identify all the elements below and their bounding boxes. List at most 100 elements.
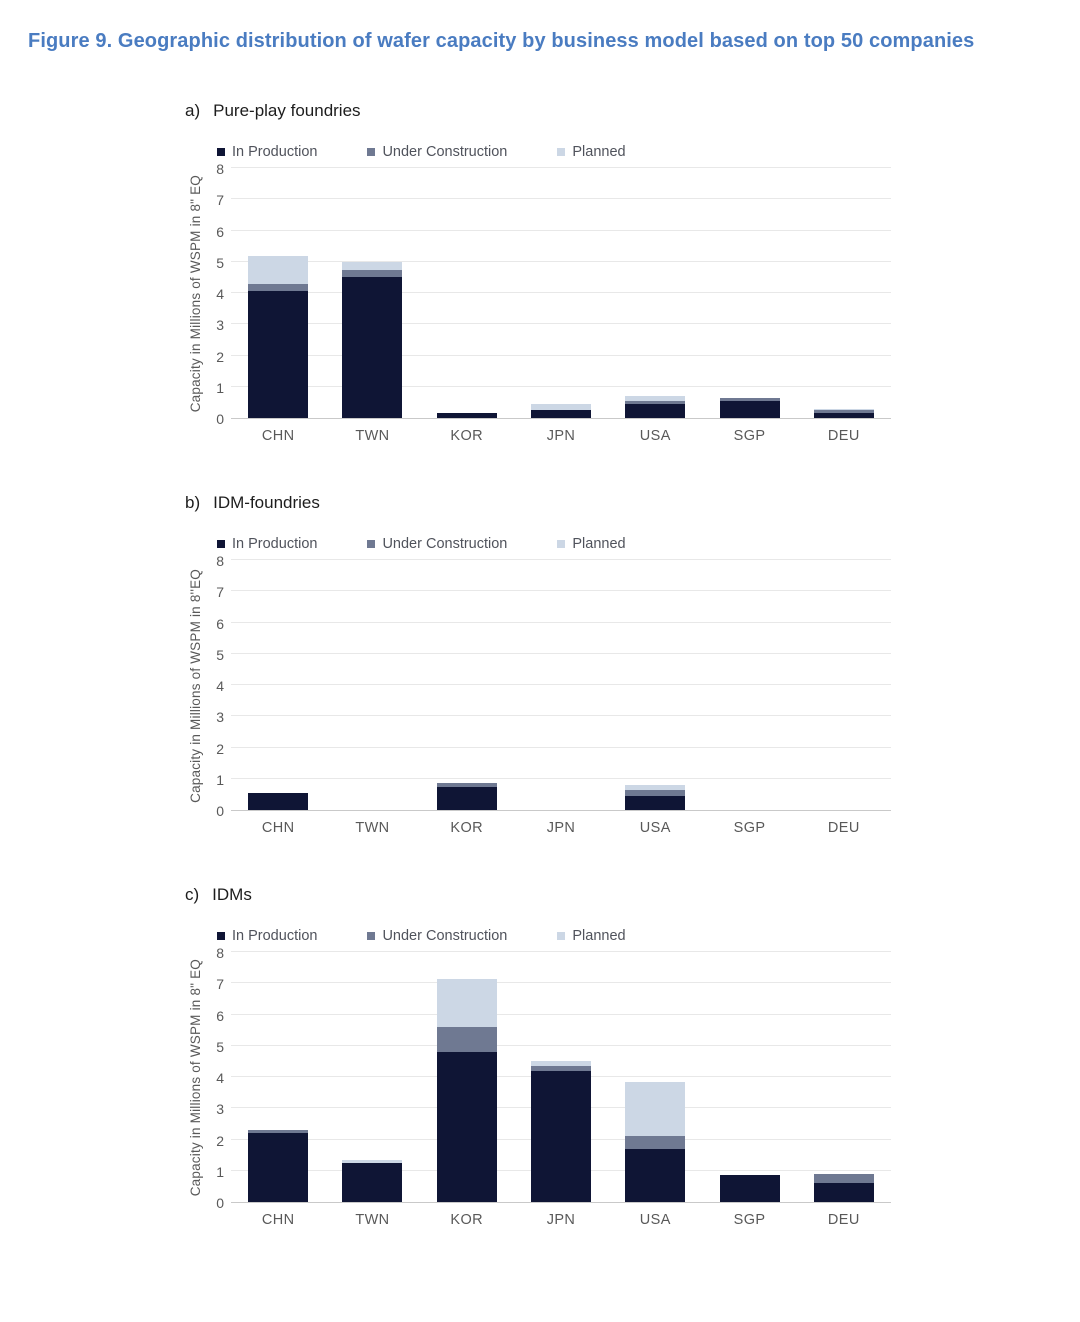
y-axis-ticks: 0 1 2 3 4 5 6 7 8 — [205, 945, 231, 1211]
x-category-label: USA — [639, 820, 671, 836]
gridline — [231, 385, 891, 387]
bar-segment-under-construction — [719, 397, 780, 401]
x-category-label: KOR — [450, 820, 484, 836]
y-axis-label-box: Capacity in Millions of WSPM in 8" EQ — [185, 953, 205, 1203]
bar-sgp — [719, 397, 780, 418]
plot — [231, 951, 891, 1203]
bar-segment-under-construction — [342, 269, 403, 278]
legend-label: In Production — [232, 536, 318, 552]
chart-subtitle: a) Pure-play foundries — [185, 101, 901, 121]
gridline — [231, 354, 891, 356]
bar-segment-in-production — [342, 1162, 403, 1202]
y-tick-label: 4 — [216, 286, 224, 302]
y-tick-label: 8 — [216, 945, 224, 961]
y-tick-label: 6 — [216, 223, 224, 240]
bar-usa — [625, 1081, 686, 1202]
gridline — [231, 323, 891, 325]
gridline — [231, 229, 891, 231]
bar-chn — [248, 1130, 309, 1202]
x-category-label: TWN — [355, 1212, 390, 1228]
x-category-label: USA — [639, 1212, 671, 1228]
legend-swatch-icon — [367, 540, 376, 548]
bar-deu — [813, 408, 874, 418]
legend: In Production Under Construction Planned — [217, 928, 901, 944]
bar-segment-in-production — [248, 792, 309, 810]
bar-kor — [436, 413, 497, 418]
y-tick-label: 2 — [216, 1132, 224, 1149]
gridline — [231, 1013, 891, 1015]
legend-label: Planned — [572, 928, 626, 944]
bar-usa — [625, 396, 686, 418]
bar-segment-in-production — [248, 1133, 309, 1202]
y-tick-label: 7 — [216, 192, 224, 209]
chart-title: IDMs — [212, 885, 252, 904]
x-category-label: SGP — [733, 1212, 766, 1228]
gridline — [231, 260, 891, 262]
y-tick-label: 2 — [216, 348, 224, 365]
gridline — [231, 198, 891, 200]
chart-subtitle: c) IDMs — [185, 885, 901, 905]
plot-area: Capacity in Millions of WSPM in 8" EQ 0 1… — [185, 945, 901, 1233]
bar-jpn — [531, 1061, 591, 1202]
y-axis-ticks: 0 1 2 3 4 5 6 7 8 — [205, 553, 231, 819]
bar-kor — [436, 783, 497, 810]
bar-segment-in-production — [813, 413, 874, 418]
y-tick-label: 3 — [216, 709, 224, 726]
y-axis-label: Capacity in Millions of WSPM in 8''EQ — [187, 569, 203, 803]
bar-segment-in-production — [342, 277, 403, 418]
plot-and-categories: CHN TWN KOR JPN USA SGP DEU — [231, 559, 891, 841]
y-tick-label: 1 — [216, 771, 224, 788]
y-tick-label: 7 — [216, 976, 224, 993]
x-category-label: SGP — [733, 428, 766, 444]
bar-deu — [813, 1173, 874, 1202]
bar-segment-planned — [813, 408, 874, 411]
bar-segment-in-production — [625, 1148, 686, 1202]
bar-segment-in-production — [436, 786, 497, 810]
plot — [231, 559, 891, 811]
bar-segment-under-construction — [248, 283, 309, 292]
x-category-label: JPN — [546, 1212, 576, 1228]
y-axis-label: Capacity in Millions of WSPM in 8" EQ — [187, 175, 203, 413]
legend-label: Under Construction — [382, 928, 508, 944]
legend-item-planned: Planned — [557, 536, 626, 552]
plot-and-categories: CHN TWN KOR JPN USA SGP DEU — [231, 167, 891, 449]
bar-segment-in-production — [531, 1070, 591, 1202]
bar-sgp — [719, 1175, 780, 1202]
legend-item-under-construction: Under Construction — [367, 144, 507, 160]
y-tick-label: 0 — [216, 803, 224, 819]
y-axis-ticks: 0 1 2 3 4 5 6 7 8 — [205, 161, 231, 427]
bar-segment-under-construction — [813, 1173, 874, 1184]
x-category-label: DEU — [827, 1212, 860, 1228]
legend-label: Planned — [572, 536, 626, 552]
bar-segment-planned — [625, 1081, 686, 1137]
chart-idms: c) IDMs In Production Under Construction Pl… — [185, 885, 901, 1233]
bar-segment-in-production — [625, 795, 686, 810]
x-category-label: JPN — [546, 820, 576, 836]
legend-item-in-production: In Production — [217, 536, 317, 552]
chart-subtitle: b) IDM-foundries — [185, 493, 901, 513]
legend-swatch-icon — [367, 148, 376, 156]
y-tick-label: 4 — [216, 1070, 224, 1086]
bar-twn — [342, 261, 403, 418]
plot-area: Capacity in Millions of WSPM in 8" EQ 0 1… — [185, 161, 901, 449]
bar-chn — [248, 255, 309, 418]
bar-segment-planned — [342, 1159, 403, 1163]
y-tick-label: 1 — [216, 1163, 224, 1180]
legend-swatch-icon — [367, 932, 376, 940]
gridline — [231, 982, 891, 984]
y-tick-label: 1 — [216, 379, 224, 396]
y-tick-label: 3 — [216, 1101, 224, 1118]
plot-and-categories: CHN TWN KOR JPN USA SGP DEU — [231, 951, 891, 1233]
bar-segment-in-production — [625, 403, 686, 418]
y-axis-label-box: Capacity in Millions of WSPM in 8''EQ — [185, 561, 205, 811]
y-axis-label-box: Capacity in Millions of WSPM in 8" EQ — [185, 169, 205, 419]
y-tick-label: 5 — [216, 646, 224, 663]
bar-segment-in-production — [719, 400, 780, 418]
gridline — [231, 746, 891, 748]
y-tick-label: 3 — [216, 317, 224, 334]
gridline — [231, 167, 891, 168]
y-tick-label: 0 — [216, 411, 224, 427]
bar-segment-under-construction — [436, 1027, 497, 1052]
bar-segment-in-production — [813, 1183, 874, 1202]
